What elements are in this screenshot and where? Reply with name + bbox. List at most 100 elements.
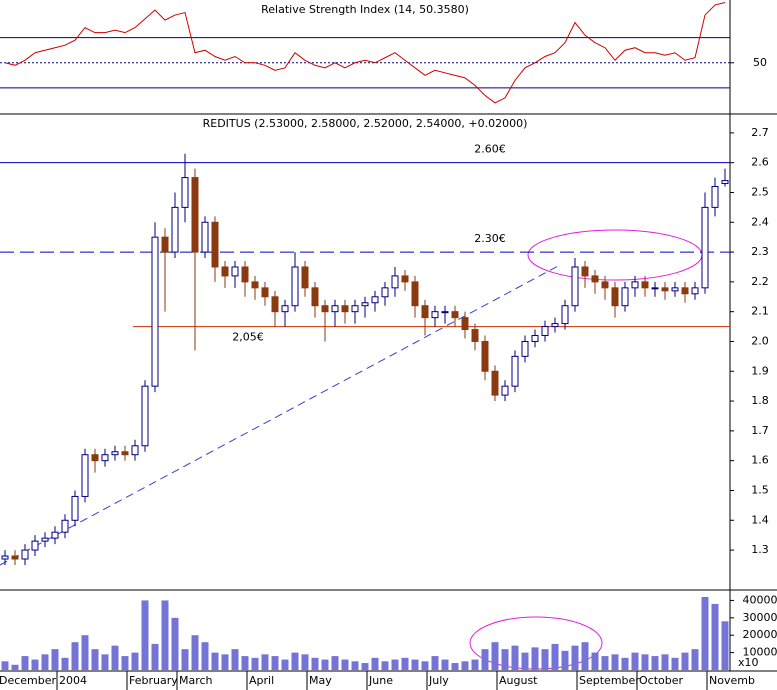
candle-body — [211, 221, 219, 268]
candle-body — [581, 266, 589, 277]
volume-bar — [141, 600, 149, 670]
volume-bar — [61, 657, 69, 670]
volume-bar — [381, 661, 389, 670]
y-tick-label: 2.6 — [751, 156, 769, 169]
volume-bar — [151, 643, 159, 670]
y-tick-label: 1.3 — [751, 543, 769, 556]
candle-body — [31, 540, 39, 551]
candle-body — [471, 329, 479, 342]
candle-body — [491, 370, 499, 396]
volume-bar — [481, 649, 489, 670]
candle-body — [41, 537, 49, 542]
volume-bar — [641, 654, 649, 670]
candle-body — [11, 555, 19, 560]
candle-body — [341, 305, 349, 313]
candle-body — [431, 311, 439, 319]
x-tick-label: Novemb — [709, 674, 755, 687]
candle-body — [331, 305, 339, 313]
volume-bar — [711, 603, 719, 670]
candle-body — [161, 236, 169, 253]
candle-body — [51, 531, 59, 539]
candle-body — [681, 287, 689, 295]
candle-body — [271, 296, 279, 313]
volume-bar — [121, 656, 129, 670]
volume-bar — [691, 649, 699, 670]
candle-body — [651, 287, 659, 290]
x-tick-label: July — [428, 674, 449, 687]
volume-bar — [661, 654, 669, 670]
x-tick-label: August — [499, 674, 538, 687]
candle-body — [521, 340, 529, 357]
level-label: 2,05€ — [232, 331, 264, 344]
candle-body — [141, 385, 149, 447]
candle-body — [101, 454, 109, 462]
candle-body — [451, 311, 459, 319]
volume-bar — [351, 661, 359, 670]
volume-bar — [341, 659, 349, 670]
volume-bar — [421, 661, 429, 670]
candle-body — [301, 266, 309, 289]
volume-bar — [301, 654, 309, 670]
volume-bar — [131, 652, 139, 670]
volume-bar — [201, 642, 209, 670]
candle-body — [601, 281, 609, 289]
volume-bar — [611, 654, 619, 670]
candle-body — [21, 549, 29, 560]
candle-body — [201, 221, 209, 253]
candle-body — [631, 281, 639, 289]
candle-body — [1, 555, 9, 560]
candle-body — [711, 186, 719, 208]
candle-body — [691, 287, 699, 295]
y-tick-label: 2.2 — [751, 275, 769, 288]
candle-body — [171, 206, 179, 253]
level-label: 2.60€ — [474, 143, 506, 156]
candle-body — [661, 287, 669, 292]
y-tick-label: 2.7 — [751, 126, 769, 139]
volume-bar — [511, 645, 519, 670]
candle-body — [251, 281, 259, 289]
volume-bar — [51, 649, 59, 670]
rsi-line — [4, 2, 726, 104]
volume-bar — [281, 659, 289, 670]
candle-body — [191, 177, 199, 253]
volume-bar — [1, 661, 9, 670]
volume-bar — [291, 652, 299, 670]
volume-bar — [321, 659, 329, 670]
candle-body — [591, 275, 599, 283]
y-tick-label: 2.1 — [751, 305, 769, 318]
volume-bar — [531, 647, 539, 670]
candle-body — [561, 305, 569, 325]
y-tick-label: 1.5 — [751, 483, 769, 496]
candle-body — [441, 311, 449, 314]
candle-body — [391, 275, 399, 289]
volume-bar — [591, 652, 599, 670]
volume-bar — [551, 643, 559, 670]
volume-bar — [111, 645, 119, 670]
volume-bar — [251, 657, 259, 670]
volume-bar — [221, 654, 229, 670]
volume-bar — [401, 657, 409, 670]
y-tick-label: 1.6 — [751, 454, 769, 467]
trend-line — [0, 264, 561, 566]
volume-bar — [681, 652, 689, 670]
volume-bar — [491, 642, 499, 670]
volume-bar — [521, 652, 529, 670]
multiplier-label: x10 — [738, 656, 759, 669]
price-title: REDITUS (2.53000, 2.58000, 2.52000, 2.54… — [203, 117, 528, 130]
y-tick-label: 1.9 — [751, 364, 769, 377]
candle-body — [541, 326, 549, 337]
volume-bar — [721, 621, 729, 670]
volume-bar — [101, 654, 109, 670]
candle-body — [71, 495, 79, 521]
y-tick-label: 50 — [753, 56, 767, 69]
volume-bar — [651, 656, 659, 670]
candle-body — [241, 266, 249, 283]
volume-bar — [471, 659, 479, 670]
volume-bar — [41, 654, 49, 670]
volume-bar — [451, 663, 459, 670]
volume-bar — [601, 656, 609, 670]
candle-body — [551, 323, 559, 328]
